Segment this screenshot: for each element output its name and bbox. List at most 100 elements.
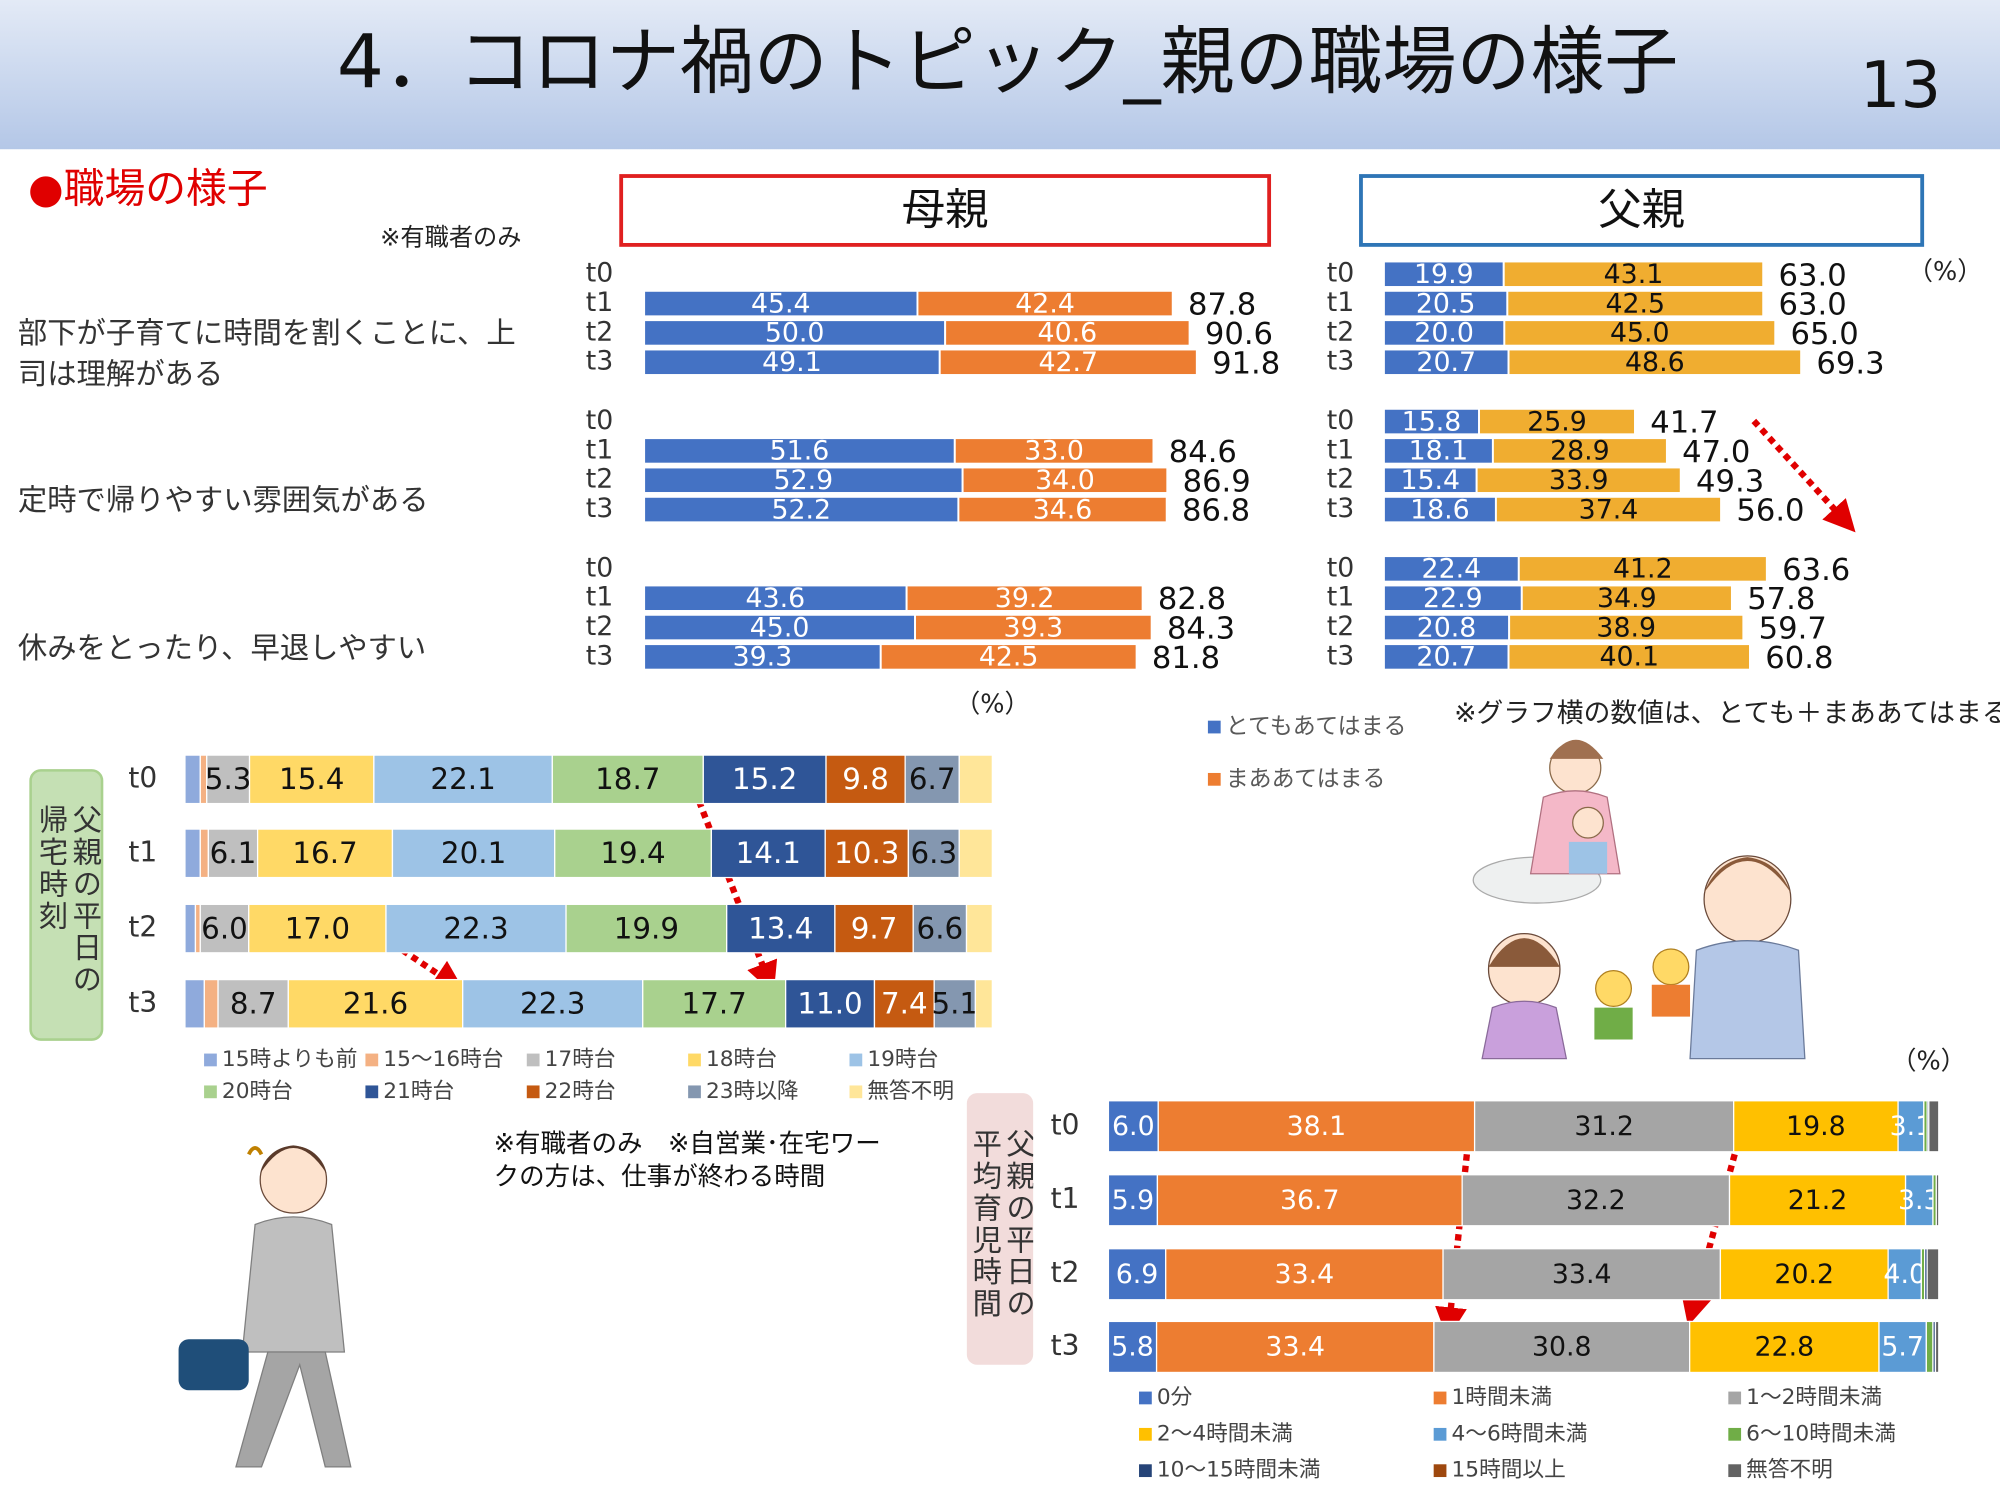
category-label: t1	[586, 582, 614, 613]
value-label: 5.7	[1881, 1332, 1924, 1363]
bar-segment	[958, 828, 993, 879]
legend-swatch	[526, 1085, 540, 1099]
chart-note-box: ※有職者のみ ※自営業･在宅ワークの方は、仕事が終わる時間	[494, 1128, 881, 1192]
total-label: 63.0	[1779, 288, 1847, 323]
bar-segment	[194, 903, 201, 954]
item-label-box: 定時で帰りやすい雰囲気がある	[17, 484, 429, 518]
value-label: 48.6	[1625, 347, 1685, 378]
legend-label: 1時間未満	[1452, 1385, 1552, 1410]
legend-label: 無答不明	[867, 1079, 954, 1104]
category-label: t1	[586, 287, 614, 318]
bar-segment	[184, 903, 197, 954]
chart-title: 父親の平日の帰宅時刻	[33, 804, 101, 996]
value-label: 5.8	[1111, 1332, 1154, 1363]
legend-swatch	[688, 1085, 701, 1099]
bar-segment	[565, 903, 728, 954]
bar-segment	[1503, 319, 1777, 347]
bar-segment	[1157, 1100, 1476, 1153]
value-label: 20.7	[1416, 642, 1476, 673]
legend-swatch	[1728, 1464, 1742, 1478]
bar-segment	[217, 978, 289, 1029]
unit-label: （%）	[1891, 1047, 1966, 1077]
total-label: 86.8	[1182, 494, 1250, 529]
legend-label: 15時間以上	[1452, 1458, 1566, 1483]
trend-arrow	[696, 799, 778, 995]
bar-segment	[1508, 613, 1745, 642]
legend-label: 17時台	[545, 1047, 616, 1072]
value-label: 38.9	[1596, 612, 1656, 643]
bar-segment	[958, 754, 993, 805]
item-label-box: 休みをとったり、早退しやすい	[18, 633, 426, 666]
bar-segment	[207, 828, 259, 879]
value-label: 4.0	[1883, 1259, 1926, 1290]
legend-label: 無答不明	[1746, 1458, 1833, 1483]
bar-segment	[643, 437, 956, 465]
category-label: t0	[586, 405, 614, 436]
value-label: 20.5	[1416, 288, 1476, 319]
category-label: t2	[586, 611, 614, 642]
bar-segment	[1107, 1100, 1159, 1153]
value-label: 42.5	[979, 642, 1039, 673]
bar-segment	[905, 584, 1144, 612]
bar-segment	[1507, 643, 1751, 671]
value-label: 42.7	[1038, 347, 1098, 378]
value-label: 15.2	[732, 762, 797, 796]
item-label-box: 部下が子育てに時間を割くことに、上司は理解がある	[18, 317, 516, 391]
value-label: 16.7	[292, 836, 357, 870]
legend-label: とてもあてはまる	[1226, 714, 1407, 740]
value-label: 45.4	[751, 288, 811, 319]
category-label: t0	[586, 552, 614, 583]
value-label: 18.7	[595, 762, 660, 796]
value-label: 10.3	[834, 836, 899, 870]
chart-title-box: 父親の平日の平均育児時間	[967, 1128, 1033, 1319]
total-label: 59.7	[1759, 612, 1827, 647]
legend-swatch	[1433, 1427, 1447, 1441]
scope-note: ※有職者のみ	[380, 224, 521, 252]
item-label: 定時で帰りやすい雰囲気がある	[17, 484, 429, 518]
bar-segment	[1928, 1100, 1940, 1153]
bar-segment	[1382, 643, 1510, 671]
bar-segment	[834, 903, 914, 954]
bar-segment	[904, 754, 960, 805]
value-label: 22.3	[443, 911, 508, 945]
value-label: 18.6	[1410, 494, 1470, 525]
category-label: t2	[1051, 1256, 1080, 1289]
legend-label: 21時台	[383, 1079, 454, 1104]
category-label: t3	[586, 346, 614, 377]
bar-segment	[1925, 1320, 1934, 1374]
bar-segment	[1156, 1174, 1463, 1227]
bar-segment	[391, 828, 556, 879]
value-label: 20.0	[1414, 318, 1474, 349]
value-label: 50.0	[765, 318, 825, 349]
bar-segment	[953, 437, 1155, 465]
value-label: 17.0	[285, 911, 350, 945]
title-box	[966, 1093, 1034, 1365]
bar-segment	[184, 828, 201, 879]
total-label: 63.6	[1782, 553, 1850, 588]
value-label: 41.2	[1613, 554, 1673, 585]
value-label: 22.9	[1423, 583, 1483, 614]
category-label: t2	[128, 911, 157, 944]
panel-box	[1359, 174, 1925, 247]
bar-segment	[965, 903, 993, 954]
bar-segment	[643, 643, 882, 671]
bar-segment	[1728, 1174, 1907, 1227]
bar-segment	[785, 978, 876, 1029]
section-title: ●職場の様子	[28, 164, 268, 212]
value-label: 22.3	[520, 987, 585, 1021]
total-label: 69.3	[1816, 346, 1884, 381]
legend-swatch	[1207, 720, 1221, 734]
bar-segment	[957, 495, 1168, 524]
value-label: 9.7	[851, 911, 898, 945]
value-label: 21.6	[343, 987, 408, 1021]
category-label: t0	[128, 761, 157, 794]
category-label: t1	[1327, 582, 1355, 613]
value-label: 30.8	[1532, 1332, 1592, 1363]
bar-segment	[702, 754, 827, 805]
value-label: 9.8	[842, 762, 889, 796]
value-label: 20.1	[441, 836, 506, 870]
value-label: 38.1	[1287, 1111, 1347, 1142]
value-label: 52.2	[771, 494, 831, 525]
legend-swatch	[849, 1053, 863, 1067]
